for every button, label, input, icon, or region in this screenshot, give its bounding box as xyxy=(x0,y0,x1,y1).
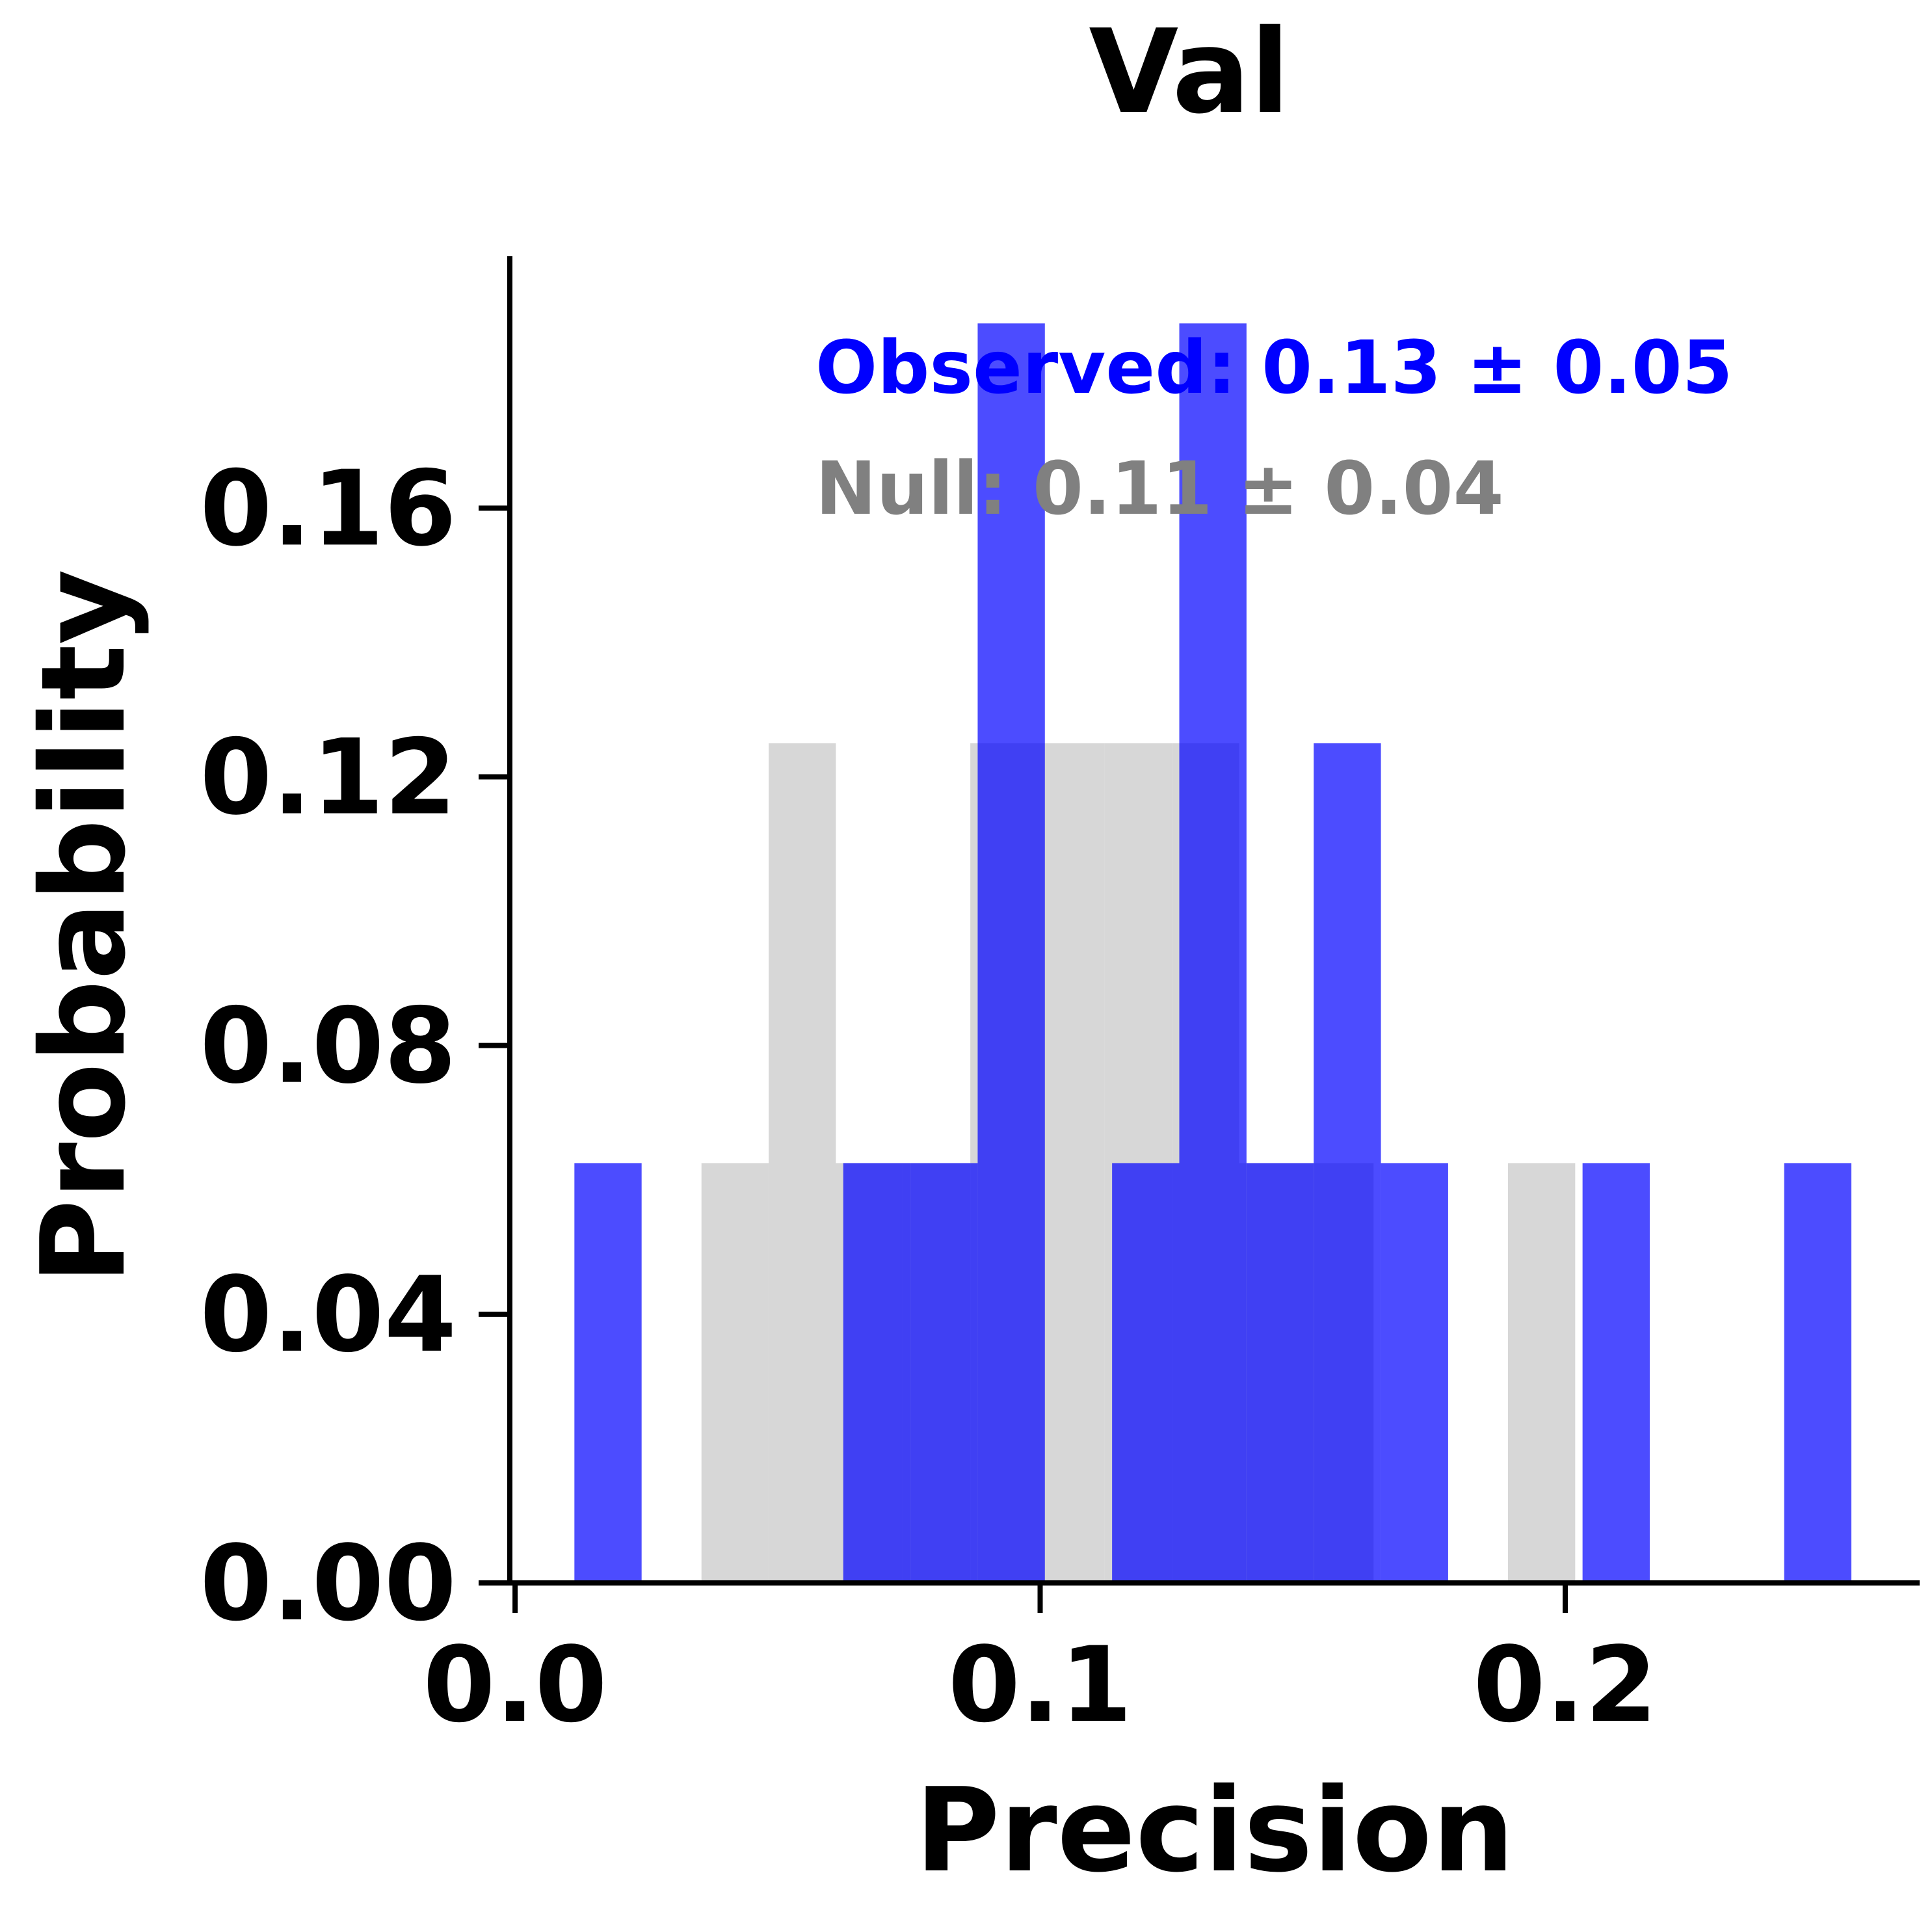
x-tick-label: 0.0 xyxy=(423,1624,607,1746)
observed-bar-2 xyxy=(910,1163,978,1583)
null-stats-annotation: Null: 0.11 ± 0.04 xyxy=(815,447,1504,531)
observed-bar-4 xyxy=(1112,1163,1180,1583)
chart-title: Val xyxy=(1089,5,1290,139)
y-tick-label: 0.00 xyxy=(200,1522,457,1644)
observed-bar-6 xyxy=(1246,1163,1314,1583)
x-tick-label: 0.2 xyxy=(1473,1624,1657,1746)
null-bar-1 xyxy=(769,743,836,1583)
y-tick-label: 0.16 xyxy=(200,447,457,569)
x-axis-label: Precision xyxy=(915,1763,1514,1898)
x-axis-ticks: 0.0 0.1 0.2 xyxy=(423,1583,1658,1746)
observed-bar-7 xyxy=(1314,743,1381,1583)
observed-bar-3 xyxy=(977,323,1045,1583)
x-tick-label: 0.1 xyxy=(948,1624,1132,1746)
observed-stats-annotation: Observed: 0.13 ± 0.05 xyxy=(815,326,1733,410)
observed-bar-8 xyxy=(1381,1163,1448,1583)
null-bar-10 xyxy=(1507,1163,1576,1583)
observed-histogram-bars xyxy=(574,323,1852,1583)
y-axis-label: Probability xyxy=(16,569,151,1284)
observed-bar-9 xyxy=(1582,1163,1650,1583)
observed-bar-5 xyxy=(1179,323,1247,1583)
null-bar-5 xyxy=(1037,743,1105,1583)
y-tick-label: 0.04 xyxy=(200,1254,457,1375)
observed-bar-1 xyxy=(843,1163,911,1583)
y-tick-label: 0.08 xyxy=(200,985,457,1107)
observed-bar-10 xyxy=(1784,1163,1852,1583)
null-bar-0 xyxy=(701,1163,769,1583)
y-axis-ticks: 0.00 0.04 0.08 0.12 0.16 xyxy=(200,447,510,1644)
observed-bar-0 xyxy=(574,1163,642,1583)
y-tick-label: 0.12 xyxy=(200,717,457,838)
